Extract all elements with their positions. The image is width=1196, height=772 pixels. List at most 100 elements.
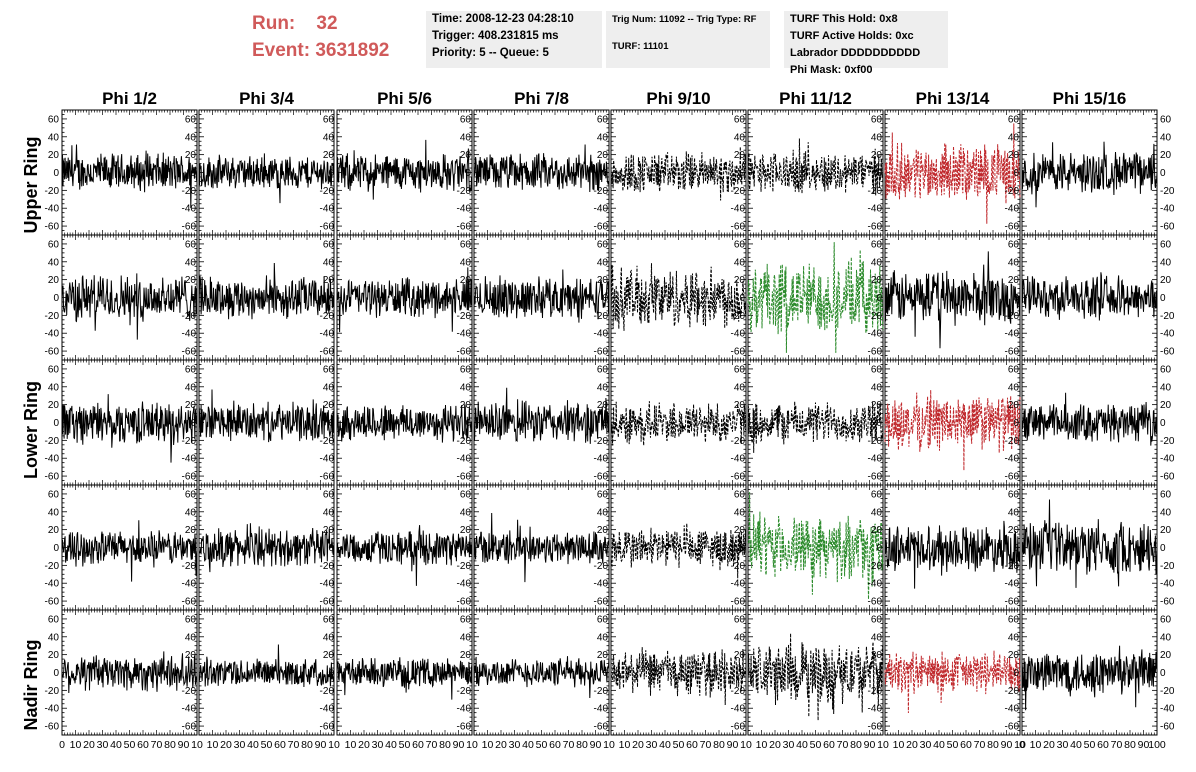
y-tick-label: 60 [1160, 364, 1172, 375]
y-tick-label: 60 [460, 489, 472, 500]
y-tick-label: 0 [739, 418, 745, 429]
y-tick-label: -20 [457, 186, 472, 197]
waveform-trace [747, 138, 884, 196]
y-tick-label: -40 [457, 329, 472, 340]
y-tick-label: -20 [45, 186, 60, 197]
waveform-trace [336, 525, 473, 586]
y-tick-label: 60 [871, 239, 883, 250]
waveform-trace [336, 139, 473, 200]
y-tick-label: 60 [185, 239, 197, 250]
y-tick-label: 20 [460, 150, 472, 161]
y-tick-label: -60 [320, 222, 335, 233]
turf-text: TURF: 11101 [612, 41, 669, 52]
y-tick-label: 20 [460, 400, 472, 411]
run-label: Run: [252, 13, 296, 34]
y-tick-label: 20 [323, 150, 335, 161]
y-tick-label: -20 [457, 311, 472, 322]
y-tick-label: -20 [594, 436, 609, 447]
trigger-text: Trigger: 408.231815 ms [432, 30, 559, 42]
waveform-trace [61, 144, 198, 209]
y-tick-label: -60 [320, 597, 335, 608]
panel-frame [610, 234, 747, 361]
y-tick-label: 0 [190, 293, 196, 304]
y-tick-label: 0 [739, 168, 745, 179]
y-tick-label: -40 [320, 204, 335, 215]
y-tick-label: -40 [1160, 454, 1175, 465]
y-tick-label: -60 [594, 472, 609, 483]
y-tick-label: -40 [1005, 454, 1020, 465]
y-tick-label: -60 [45, 472, 60, 483]
row-title: Nadir Ring [21, 639, 41, 730]
column-title: Phi 11/12 [779, 89, 852, 108]
run-row: Run: 32 [252, 10, 389, 37]
y-tick-label: 20 [460, 525, 472, 536]
panel-frame [747, 359, 884, 486]
y-tick-label: -20 [182, 561, 197, 572]
y-tick-label: 60 [48, 239, 60, 250]
y-tick-label: 20 [185, 400, 197, 411]
y-tick-label: 0 [876, 418, 882, 429]
y-tick-label: 40 [597, 132, 609, 143]
y-tick-label: -20 [594, 186, 609, 197]
y-tick-label: 40 [185, 257, 197, 268]
y-tick-label: -40 [45, 329, 60, 340]
y-tick-label: 0 [328, 543, 334, 554]
y-tick-label: -20 [182, 436, 197, 447]
y-tick-label: -40 [45, 204, 60, 215]
y-tick-label: 20 [871, 150, 883, 161]
y-tick-label: 0 [328, 168, 334, 179]
y-tick-label: -60 [1005, 472, 1020, 483]
y-tick-label: 60 [460, 114, 472, 125]
y-tick-label: 0 [465, 293, 471, 304]
y-tick-label: 40 [1008, 132, 1020, 143]
y-tick-label: 0 [53, 543, 59, 554]
run-value: 32 [316, 13, 338, 34]
y-tick-label: 0 [876, 168, 882, 179]
y-tick-label: -60 [182, 347, 197, 358]
y-tick-label: 20 [1008, 275, 1020, 286]
y-tick-label: -40 [1005, 204, 1020, 215]
y-tick-label: -40 [45, 579, 60, 590]
y-tick-label: -60 [320, 347, 335, 358]
y-tick-label: -60 [182, 222, 197, 233]
y-tick-label: 60 [734, 114, 746, 125]
waveform-trace [473, 144, 610, 193]
y-tick-label: 60 [871, 364, 883, 375]
y-tick-label: 0 [739, 293, 745, 304]
waveform-trace [747, 401, 884, 453]
y-tick-label: 20 [871, 400, 883, 411]
y-tick-label: 60 [323, 364, 335, 375]
y-tick-label: 60 [323, 239, 335, 250]
waveform-trace [198, 389, 335, 443]
waveform-trace [336, 404, 473, 443]
y-tick-label: 0 [53, 168, 59, 179]
y-tick-label: 60 [185, 364, 197, 375]
y-tick-label: 60 [48, 114, 60, 125]
y-tick-label: 40 [734, 132, 746, 143]
y-tick-label: 60 [323, 114, 335, 125]
y-tick-label: 20 [1008, 150, 1020, 161]
y-tick-label: 20 [460, 275, 472, 286]
y-tick-label: 0 [53, 418, 59, 429]
y-tick-label: 20 [734, 400, 746, 411]
y-tick-label: 40 [734, 257, 746, 268]
y-tick-label: 60 [460, 364, 472, 375]
y-tick-label: 0 [602, 293, 608, 304]
y-tick-label: -20 [594, 561, 609, 572]
y-tick-label: 60 [1160, 239, 1172, 250]
y-tick-label: 0 [465, 418, 471, 429]
waveform-trace [473, 387, 610, 444]
y-tick-label: 20 [1160, 150, 1172, 161]
y-tick-label: 20 [323, 275, 335, 286]
y-tick-label: 0 [1013, 293, 1019, 304]
y-tick-label: 60 [597, 114, 609, 125]
y-tick-label: -60 [594, 597, 609, 608]
waveform-trace [198, 153, 335, 204]
y-tick-label: -60 [868, 472, 883, 483]
waveform-trace [61, 273, 198, 340]
y-tick-label: 0 [328, 418, 334, 429]
waveform-trace [747, 242, 884, 353]
y-tick-label: 40 [323, 382, 335, 393]
waveform-trace [473, 512, 610, 583]
